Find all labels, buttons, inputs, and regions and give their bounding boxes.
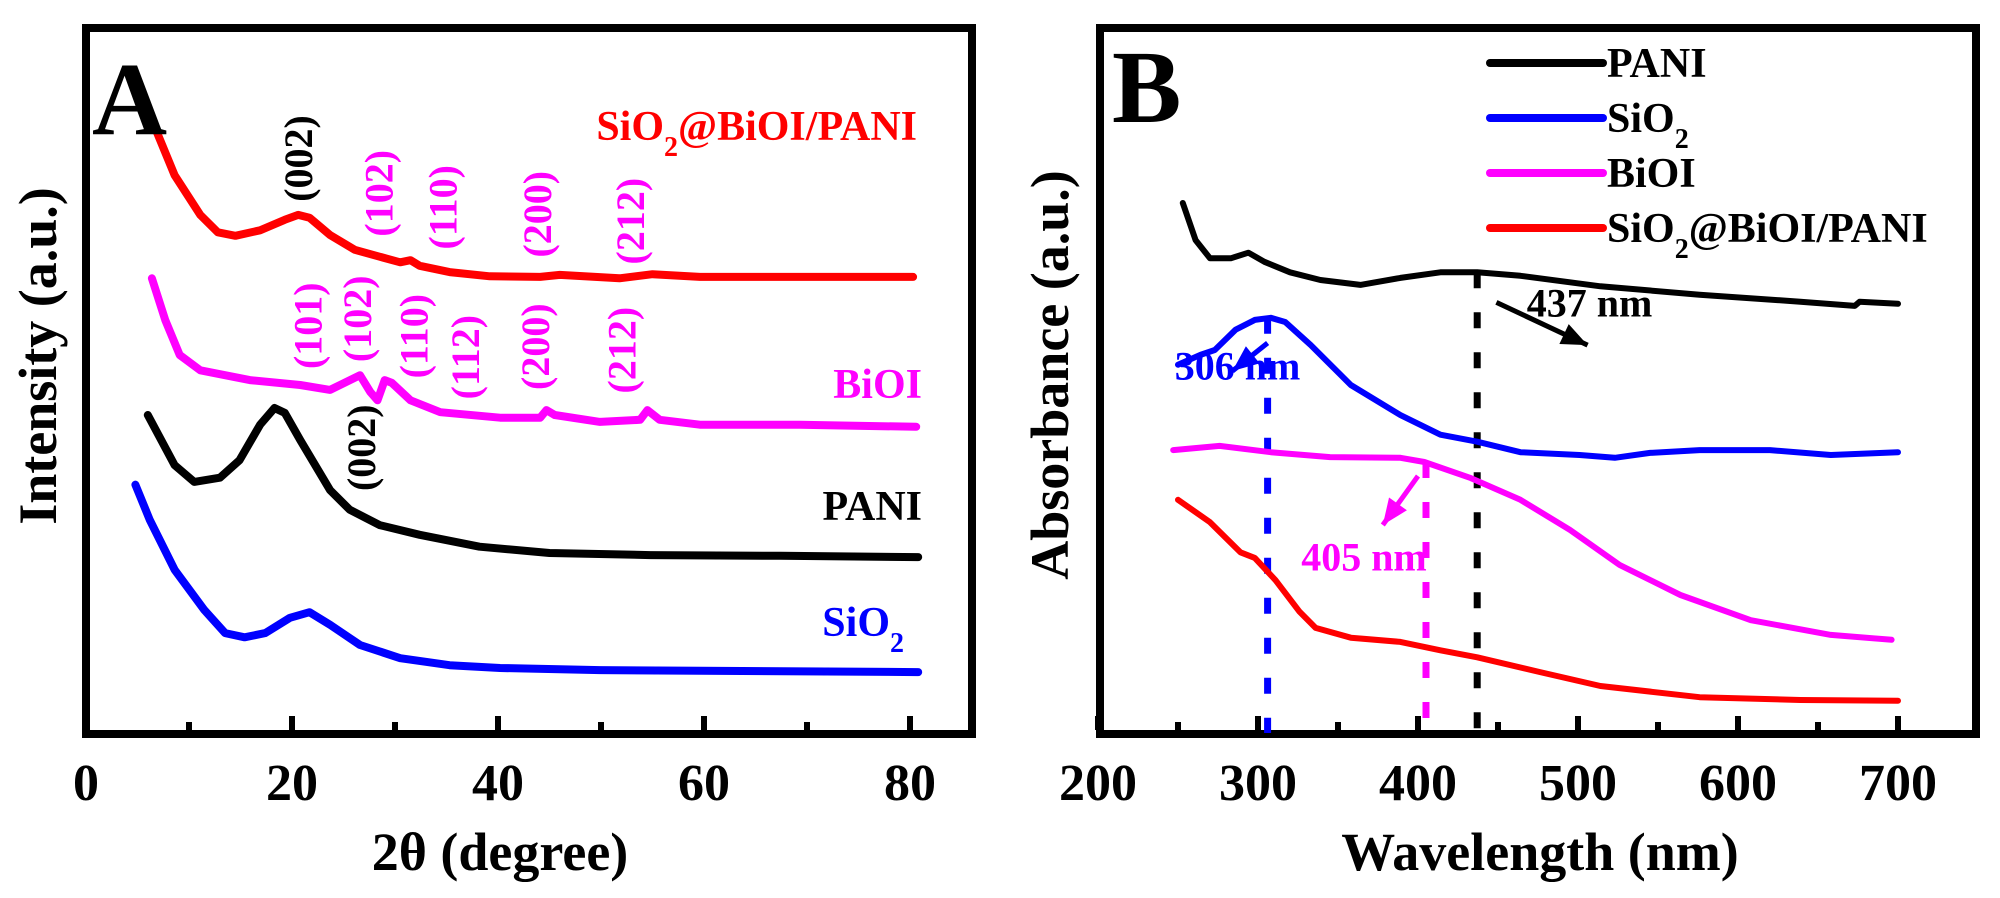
panel-a-x-axis-label: 2θ (degree)	[372, 822, 629, 882]
series-line-sio2	[131, 480, 923, 677]
panel-b-x-ticks: 200 300 400 500 600 700	[1059, 716, 1937, 812]
peak-label: (102)	[357, 150, 402, 237]
panel-b-plot-frame	[1096, 24, 1980, 738]
panel-a-y-axis-label: Intensity (a.u.)	[8, 187, 68, 525]
peak-label: (102)	[335, 275, 380, 362]
x-tick-label: 200	[1059, 755, 1137, 812]
arrow-head-icon	[1382, 497, 1407, 525]
x-tick-label: 60	[678, 755, 730, 812]
peak-label: (002)	[339, 404, 384, 491]
legend-label: PANI	[1607, 41, 1707, 87]
x-tick-label: 300	[1219, 755, 1297, 812]
series-line-sio2-bioi-pani	[1175, 496, 1901, 704]
series-line-bioi	[147, 274, 921, 431]
panel-b-y-axis-label: Absorbance (a.u.)	[1020, 170, 1080, 580]
peak-label: (200)	[515, 171, 560, 258]
legend-label: BiOI	[1607, 151, 1696, 197]
panel-a-plot-frame	[82, 24, 976, 738]
panel-b-marker-lines	[1264, 272, 1481, 733]
panel-b-curves	[1170, 200, 1901, 704]
panel-b-letter: B	[1112, 30, 1181, 145]
panel-b-marker-annotations: 306 nm 405 nm 437 nm	[1175, 280, 1653, 579]
series-line-sio2-bioi-pani	[153, 128, 918, 283]
series-label-bioi: BiOI	[833, 362, 922, 408]
panel-a-letter: A	[92, 42, 167, 157]
peak-label: (212)	[608, 178, 653, 265]
series-label-pani: PANI	[822, 484, 922, 530]
legend-label: SiO2	[1607, 96, 1689, 155]
series-line-pani	[143, 404, 923, 562]
series-line-bioi	[1170, 442, 1895, 643]
panel-a-xrd-chart: 0 20 40 60 80 (002) (102) (110) (200) (212) (101)…	[8, 24, 976, 882]
x-tick-label: 500	[1539, 755, 1617, 812]
peak-label: (101)	[285, 282, 330, 369]
marker-label-405-nm: 405 nm	[1301, 535, 1427, 580]
peak-label: (110)	[392, 294, 437, 378]
panel-a-series-labels: SiO2@BiOI/PANI BiOI PANI SiO2	[596, 104, 922, 659]
panel-a-curves	[131, 128, 923, 677]
x-tick-label: 40	[472, 755, 524, 812]
peak-label: (112)	[443, 315, 488, 399]
arrow-head-icon	[1559, 324, 1588, 346]
x-tick-label: 700	[1859, 755, 1937, 812]
series-line-pani	[1179, 200, 1901, 309]
peak-label: (200)	[513, 303, 558, 390]
series-label-sio2-bioi-pani: SiO2@BiOI/PANI	[596, 104, 917, 163]
arrow-head-icon	[1232, 346, 1260, 371]
x-tick-label: 600	[1699, 755, 1777, 812]
series-label-sio2: SiO2	[822, 600, 904, 659]
panel-b-uvvis-chart: 200 300 400 500 600 700 306 nm 405 nm 437 nm PA…	[1020, 24, 1980, 882]
x-tick-label: 80	[884, 755, 936, 812]
series-line-sio2	[1175, 314, 1901, 461]
marker-label-437-nm: 437 nm	[1527, 280, 1653, 325]
x-tick-label: 0	[73, 755, 99, 812]
x-tick-label: 20	[266, 755, 318, 812]
x-tick-label: 400	[1379, 755, 1457, 812]
marker-label-306-nm: 306 nm	[1175, 343, 1301, 388]
panel-a-peak-labels: (002) (102) (110) (200) (212)(101) (102) (110)…	[276, 115, 653, 491]
panel-a-x-ticks: 0 20 40 60 80	[73, 716, 936, 812]
legend-label: SiO2@BiOI/PANI	[1607, 206, 1928, 265]
panel-b-x-axis-label: Wavelength (nm)	[1341, 822, 1739, 882]
peak-label: (212)	[600, 307, 645, 394]
peak-label: (110)	[420, 165, 465, 249]
peak-label: (002)	[276, 115, 321, 202]
